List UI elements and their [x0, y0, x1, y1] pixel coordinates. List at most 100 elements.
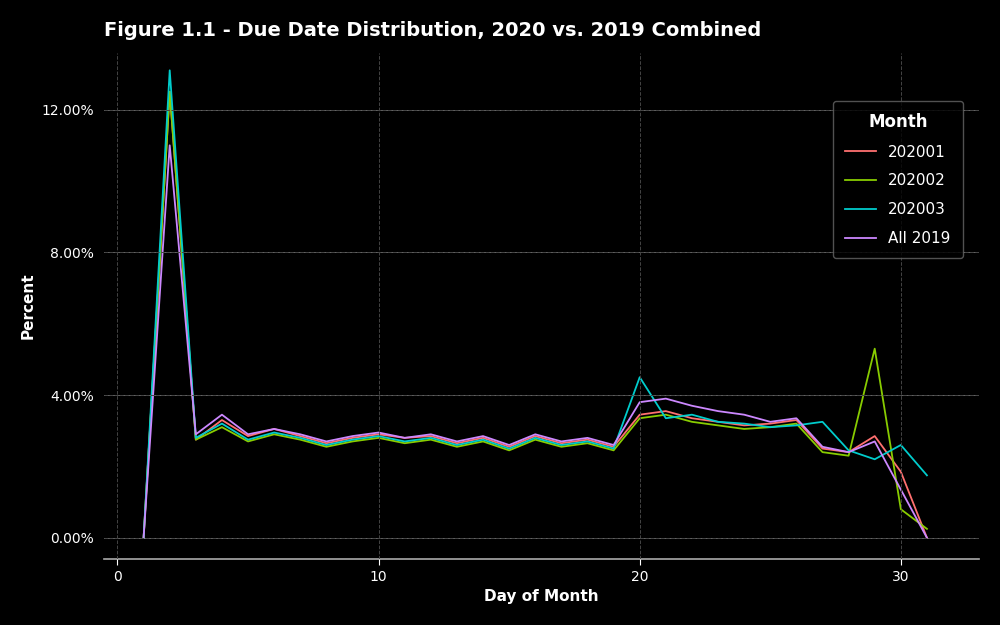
All 2019	[242, 431, 254, 438]
Line: All 2019: All 2019	[144, 145, 927, 538]
202001	[216, 416, 228, 424]
202001	[608, 443, 620, 451]
All 2019	[268, 425, 280, 432]
202003	[190, 434, 202, 442]
202001	[320, 439, 332, 447]
202003	[477, 436, 489, 443]
202003	[346, 436, 358, 443]
202003	[425, 434, 437, 442]
All 2019	[216, 411, 228, 418]
All 2019	[477, 432, 489, 440]
202002	[608, 447, 620, 454]
202001	[190, 436, 202, 443]
202002	[581, 439, 593, 447]
202002	[555, 443, 567, 451]
202001	[634, 411, 646, 418]
202002	[816, 448, 828, 456]
Legend: 202001, 202002, 202003, All 2019: 202001, 202002, 202003, All 2019	[833, 101, 963, 258]
All 2019	[451, 438, 463, 445]
202002	[138, 534, 150, 541]
202002	[895, 506, 907, 513]
202003	[712, 418, 724, 426]
202002	[634, 414, 646, 422]
All 2019	[660, 395, 672, 402]
All 2019	[529, 431, 541, 438]
All 2019	[346, 432, 358, 440]
202003	[634, 374, 646, 381]
All 2019	[869, 438, 881, 445]
202003	[738, 420, 750, 428]
202003	[816, 418, 828, 426]
All 2019	[138, 534, 150, 541]
202002	[164, 88, 176, 96]
202002	[843, 452, 855, 459]
202003	[790, 422, 802, 429]
202001	[425, 432, 437, 440]
202003	[373, 432, 385, 440]
202001	[399, 434, 411, 442]
202001	[843, 448, 855, 456]
202001	[712, 418, 724, 426]
202001	[164, 88, 176, 96]
All 2019	[816, 443, 828, 451]
All 2019	[294, 431, 306, 438]
202001	[581, 436, 593, 443]
202003	[555, 441, 567, 449]
202001	[346, 434, 358, 442]
202003	[921, 472, 933, 479]
202003	[869, 456, 881, 463]
202003	[503, 445, 515, 452]
202003	[895, 441, 907, 449]
202002	[503, 447, 515, 454]
202002	[451, 443, 463, 451]
202003	[764, 423, 776, 431]
202001	[764, 420, 776, 428]
All 2019	[164, 141, 176, 149]
All 2019	[555, 438, 567, 445]
All 2019	[503, 441, 515, 449]
202002	[738, 425, 750, 432]
All 2019	[712, 408, 724, 415]
202001	[686, 414, 698, 422]
X-axis label: Day of Month: Day of Month	[484, 589, 599, 604]
202002	[686, 418, 698, 426]
202002	[294, 436, 306, 443]
202003	[660, 414, 672, 422]
202003	[242, 436, 254, 443]
All 2019	[790, 414, 802, 422]
202002	[425, 436, 437, 443]
202002	[529, 436, 541, 443]
202001	[660, 408, 672, 415]
202001	[555, 439, 567, 447]
202003	[268, 429, 280, 436]
202003	[138, 534, 150, 541]
202002	[399, 439, 411, 447]
202002	[320, 443, 332, 451]
202001	[503, 443, 515, 451]
202002	[660, 411, 672, 418]
202002	[921, 525, 933, 532]
202003	[608, 445, 620, 452]
Y-axis label: Percent: Percent	[21, 272, 36, 339]
202003	[451, 441, 463, 449]
All 2019	[686, 402, 698, 409]
202001	[268, 425, 280, 432]
Line: 202003: 202003	[144, 71, 927, 538]
202002	[764, 423, 776, 431]
All 2019	[608, 441, 620, 449]
202003	[320, 441, 332, 449]
Line: 202002: 202002	[144, 92, 927, 538]
202002	[242, 438, 254, 445]
All 2019	[634, 399, 646, 406]
All 2019	[921, 534, 933, 541]
All 2019	[581, 434, 593, 442]
202001	[738, 422, 750, 429]
All 2019	[764, 418, 776, 426]
202002	[790, 420, 802, 428]
202003	[294, 434, 306, 442]
202001	[373, 431, 385, 438]
202002	[190, 436, 202, 443]
202002	[373, 434, 385, 442]
202001	[242, 432, 254, 440]
202002	[869, 345, 881, 352]
